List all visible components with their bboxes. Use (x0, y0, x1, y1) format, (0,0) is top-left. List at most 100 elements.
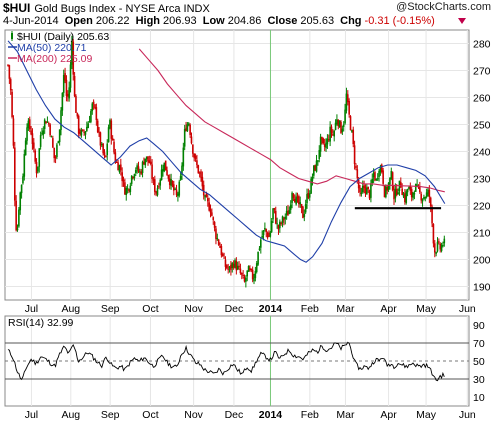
candle-body (304, 204, 307, 213)
candle-body (338, 120, 341, 128)
candle-body (20, 184, 23, 194)
candle-body (182, 147, 185, 167)
candle-body (177, 193, 179, 197)
candle-body (433, 243, 436, 253)
candle-body (408, 186, 410, 190)
candle-body (18, 209, 20, 227)
rsi-y-tick-label: 70 (473, 338, 485, 350)
candle-body (413, 193, 416, 195)
candle-body (202, 184, 205, 196)
rsi-x-tick-label: 2014 (259, 409, 283, 421)
candle-body (164, 160, 167, 171)
candle-body (412, 192, 414, 198)
candle-body (7, 64, 9, 66)
price-x-tick-label: Feb (301, 303, 319, 315)
candle-body (238, 265, 240, 268)
rsi-x-tick-label: Nov (184, 409, 203, 421)
candle-body (83, 131, 85, 133)
rsi-x-tick-label: Jul (25, 409, 38, 421)
candle-body (50, 136, 53, 138)
candle-body (393, 191, 395, 200)
candle-body (90, 111, 92, 122)
candle-body (351, 130, 353, 132)
candle-body (189, 124, 191, 135)
rsi-y-tick-label: 30 (473, 374, 485, 386)
candle-body (352, 129, 355, 145)
price-x-tick-label: Aug (61, 303, 80, 315)
candle-body (357, 179, 360, 189)
ma50-line (7, 40, 446, 263)
candle-body (372, 172, 375, 178)
candle-body (385, 186, 387, 198)
candle-body (315, 160, 318, 172)
candle-body (19, 192, 22, 211)
candle-body (299, 202, 302, 205)
candle-body (216, 238, 219, 240)
candle-body (427, 189, 429, 194)
candle-body (394, 188, 397, 199)
candle-body (266, 232, 269, 238)
ma200-line (138, 48, 445, 193)
candle-body (114, 152, 117, 163)
candle-body (318, 149, 321, 159)
rsi-x-tick-label: Aug (61, 409, 80, 421)
candle-body (380, 164, 383, 172)
candle-body (370, 183, 372, 198)
candle-body (273, 208, 276, 210)
candle-body (397, 192, 399, 195)
candle-body (174, 188, 176, 190)
quote-row: 4-Jun-2014 Open 206.22 High 206.93 Low 204.… (3, 15, 493, 29)
price-x-tick-label: May (416, 303, 437, 315)
candle-body (409, 186, 412, 191)
candle-body (253, 278, 255, 282)
candle-body (100, 143, 103, 146)
candle-body (344, 109, 346, 124)
candle-body (236, 265, 239, 270)
candle-body (102, 143, 104, 154)
candle-body (68, 87, 70, 99)
price-x-tick-label: Jul (25, 303, 38, 315)
low-label: Low (202, 15, 225, 27)
candle-body (65, 79, 68, 96)
candle-body (91, 103, 94, 112)
candle-body (200, 171, 202, 178)
candle-body (442, 244, 444, 246)
candle-body (379, 166, 382, 173)
candle-body (159, 179, 162, 186)
candle-body (326, 138, 329, 145)
candle-body (181, 165, 183, 176)
candle-body (289, 204, 292, 210)
candle-body (27, 120, 30, 129)
candle-body (52, 138, 54, 148)
candle-body (287, 210, 289, 216)
candle-body (423, 197, 425, 199)
low-value: 204.86 (227, 15, 262, 27)
candle-body (231, 263, 234, 269)
candle-body (366, 187, 368, 195)
candle-body (429, 197, 432, 207)
candle-body (235, 260, 238, 271)
candle-body (355, 166, 357, 169)
candle-body (79, 132, 81, 134)
candle-body (345, 93, 348, 111)
candle-body (201, 176, 204, 187)
candle-body (62, 74, 65, 93)
candle-body (87, 123, 89, 129)
candle-body (133, 174, 136, 179)
candle-body (148, 160, 151, 163)
candle-body (71, 41, 73, 65)
candle-body (147, 156, 149, 162)
candle-body (261, 235, 263, 238)
candle-body (190, 136, 193, 144)
candle-body (41, 133, 43, 135)
candle-body (361, 185, 364, 193)
candle-body (438, 241, 440, 243)
index-name: Gold Bugs Index - NYSE Arca INDX (34, 3, 210, 15)
price-x-tick-label: Dec (225, 303, 244, 315)
rsi-legend-entry: RSI(14) 32.99 (8, 317, 74, 329)
legend-ma50-entry: MA(50) 220.71 (17, 42, 87, 54)
candle-body (173, 184, 175, 191)
candle-body (249, 267, 251, 270)
candle-body (67, 93, 69, 97)
